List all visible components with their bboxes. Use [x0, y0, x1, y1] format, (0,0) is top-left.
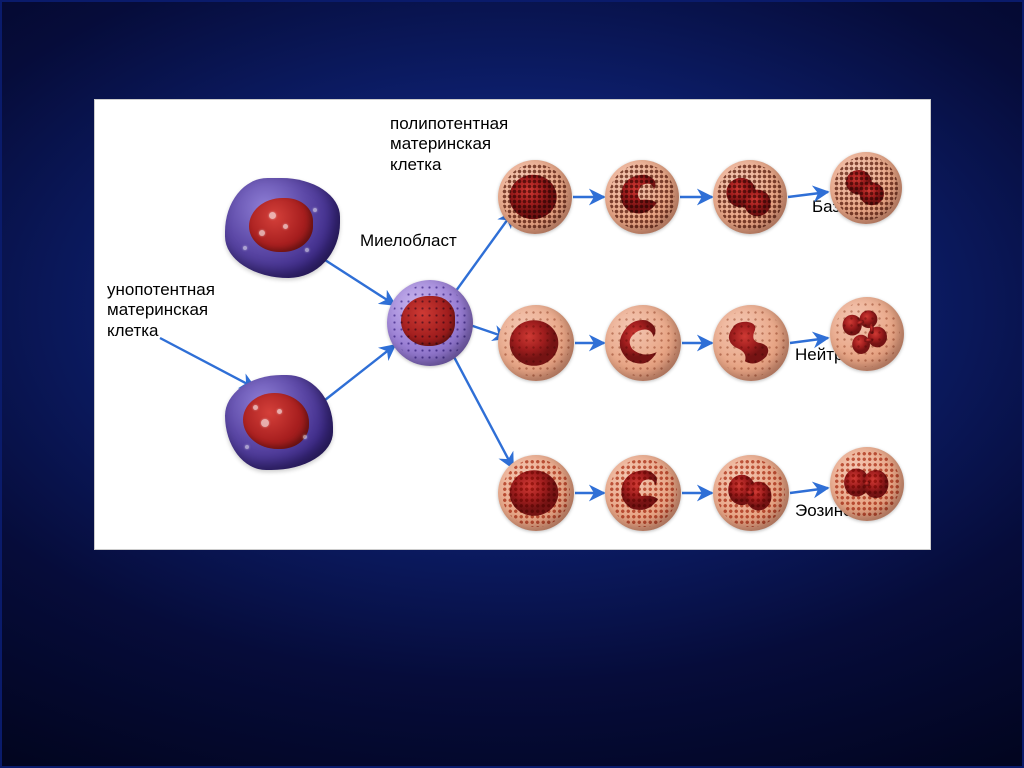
arrow	[325, 345, 395, 400]
label-myeloblast: Миелобласт	[360, 231, 457, 251]
arrow	[790, 338, 828, 343]
cell-neut4	[830, 297, 904, 371]
cell-eos4	[830, 447, 904, 521]
cell-neut3	[713, 305, 789, 381]
diagram-panel: полипотентная материнская клетка унопоте…	[95, 100, 930, 549]
cell-eos2	[605, 455, 681, 531]
cell-baso3	[713, 160, 787, 234]
arrow	[325, 260, 395, 305]
cell-baso4	[830, 152, 902, 224]
cell-stem-bottom	[225, 375, 333, 470]
label-polipotent: полипотентная материнская клетка	[390, 114, 508, 175]
arrow	[160, 338, 255, 388]
arrow	[790, 488, 828, 493]
cell-stem-top	[225, 178, 340, 278]
cell-neut2	[605, 305, 681, 381]
cell-neut1	[498, 305, 574, 381]
slide-background: полипотентная материнская клетка унопоте…	[0, 0, 1024, 768]
cell-myeloblast	[387, 280, 473, 366]
label-unipotent: унопотентная материнская клетка	[107, 280, 215, 341]
cell-eos1	[498, 455, 574, 531]
cell-baso2	[605, 160, 679, 234]
cell-baso1	[498, 160, 572, 234]
cell-eos3	[713, 455, 789, 531]
